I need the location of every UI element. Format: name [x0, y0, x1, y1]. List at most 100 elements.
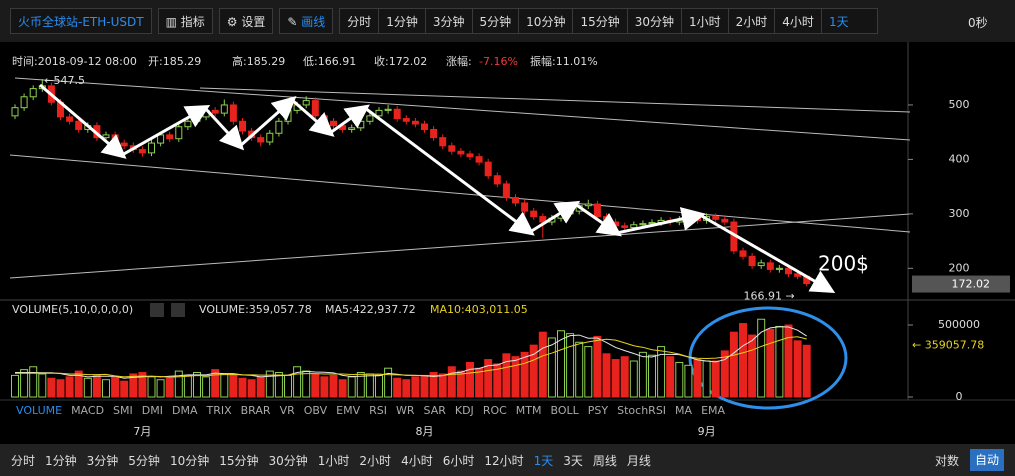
indicator-tab[interactable]: ROC: [482, 404, 507, 417]
indicator-tab[interactable]: EMV: [336, 404, 361, 417]
indicator-tab[interactable]: MA: [675, 404, 693, 417]
bottom-interval[interactable]: 1分钟: [45, 453, 77, 468]
volume-bar: [693, 359, 702, 398]
bottom-interval[interactable]: 1小时: [317, 453, 350, 468]
bottom-interval[interactable]: 4小时: [401, 453, 433, 468]
interval-button[interactable]: 30分钟: [627, 8, 683, 34]
settings-button[interactable]: ⚙ 设置: [218, 8, 274, 34]
indicator-tab[interactable]: OBV: [303, 404, 328, 417]
indicator-tab[interactable]: MTM: [515, 404, 542, 417]
info-open: 开:185.29: [148, 55, 201, 68]
indicator-tab[interactable]: MACD: [71, 404, 105, 417]
indicator-tab[interactable]: StochRSI: [617, 404, 667, 417]
label: 画线: [301, 15, 326, 29]
info-close: 收:172.02: [374, 54, 427, 68]
interval-button[interactable]: 15分钟: [573, 8, 628, 34]
y-tick-label: 400: [949, 152, 970, 165]
candle-body: [502, 183, 510, 199]
candle-body: [648, 222, 656, 225]
indicator-tab[interactable]: PSY: [587, 404, 609, 417]
volume-bar: [111, 376, 120, 398]
interval-button[interactable]: 4小时: [775, 8, 822, 34]
indicator-tab[interactable]: BOLL: [550, 404, 579, 417]
bottom-interval[interactable]: 30分钟: [268, 453, 308, 468]
candle-body: [184, 120, 192, 128]
indicator-tab[interactable]: TRIX: [206, 404, 232, 417]
volume-bar: [739, 323, 747, 398]
volume-bar: [766, 328, 775, 398]
info-high: 高:185.29: [232, 54, 285, 68]
candle-body: [320, 115, 328, 122]
draw-button[interactable]: ✎ 画线: [279, 8, 334, 34]
volume-bar: [466, 361, 474, 398]
bottom-interval[interactable]: 3天: [563, 453, 583, 468]
symbol[interactable]: 火币全球站-ETH-USDT: [10, 8, 152, 34]
candle-body: [211, 109, 219, 114]
volume-bar: [83, 377, 92, 398]
auto-button[interactable]: 自动: [970, 449, 1005, 471]
y-tick-label: 500000: [938, 318, 980, 331]
volume-bar: [784, 324, 793, 398]
candle-body: [584, 203, 592, 207]
log-button[interactable]: 对数: [935, 453, 960, 468]
volume-bar: [711, 360, 720, 398]
bottom-interval[interactable]: 6小时: [442, 453, 475, 468]
bottom-interval[interactable]: 2小时: [359, 453, 392, 468]
candle-body: [75, 120, 83, 130]
arrow: [121, 105, 211, 157]
bottom-interval[interactable]: 10分钟: [169, 453, 210, 468]
indicator-tab[interactable]: WR: [395, 404, 415, 417]
volume-bar: [447, 366, 456, 398]
interval-button[interactable]: 10分钟: [519, 8, 574, 34]
indicator-tab[interactable]: SAR: [423, 404, 446, 417]
candle-body: [102, 134, 110, 139]
indicator-tab[interactable]: DMA: [171, 404, 198, 417]
candle-body: [66, 116, 74, 122]
interval-button[interactable]: 1天: [821, 8, 878, 34]
indicator-button[interactable]: ▥ 指标: [157, 8, 213, 34]
bottom-interval[interactable]: 月线: [626, 453, 651, 468]
volume-bar: [29, 366, 38, 398]
volume-bar: [611, 359, 620, 398]
volume-bar: [729, 331, 738, 398]
bottom-interval[interactable]: 5分钟: [128, 453, 160, 468]
candle-body: [448, 145, 456, 152]
candle-body: [612, 221, 620, 227]
indicator-tab[interactable]: RSI: [369, 404, 387, 417]
bottom-bar: 分时 1分钟 3分钟 5分钟 10分钟 15分钟 30分钟 1小时 2小时 4小时 6小时 12小时 1…: [0, 444, 1015, 476]
indicator-tab[interactable]: VOLUME: [16, 404, 63, 417]
candle-body: [639, 223, 647, 226]
close-icon[interactable]: [171, 303, 185, 317]
interval-button[interactable]: 2小时: [728, 8, 776, 34]
indicator-tab[interactable]: SMI: [113, 404, 133, 417]
interval-button[interactable]: 5分钟: [472, 8, 520, 34]
volume-bar: [92, 374, 101, 398]
volume-bar: [538, 331, 547, 398]
volume-text: VOLUME:359,057.78: [199, 303, 312, 316]
bottom-interval[interactable]: 分时: [11, 453, 36, 468]
indicator-tab[interactable]: BRAR: [240, 404, 271, 417]
indicator-tab[interactable]: DMI: [141, 404, 163, 417]
indicator-tab[interactable]: KDJ: [454, 404, 474, 417]
volume-bar: [375, 374, 383, 398]
interval-button[interactable]: 3分钟: [425, 8, 473, 34]
volume-bar: [420, 374, 429, 398]
bottom-interval[interactable]: 15分钟: [219, 453, 259, 468]
gear-icon[interactable]: [150, 303, 164, 317]
volume-bar: [220, 373, 229, 398]
candle-body: [29, 88, 37, 98]
bottom-interval[interactable]: 12小时: [484, 453, 524, 468]
candle-body: [11, 107, 19, 117]
candle-body: [621, 225, 629, 228]
interval-button[interactable]: 1分钟: [379, 8, 426, 34]
bottom-interval[interactable]: 周线: [592, 453, 617, 468]
indicator-tab[interactable]: EMA: [701, 404, 726, 417]
interval-button[interactable]: 1小时: [682, 8, 729, 34]
indicator-tab[interactable]: VR: [279, 404, 295, 417]
candle-body: [384, 108, 392, 111]
volume-bar: [484, 359, 493, 398]
bottom-interval[interactable]: 1天: [533, 453, 554, 468]
bottom-interval[interactable]: 3分钟: [86, 453, 119, 468]
interval-button[interactable]: 分时: [339, 8, 380, 34]
